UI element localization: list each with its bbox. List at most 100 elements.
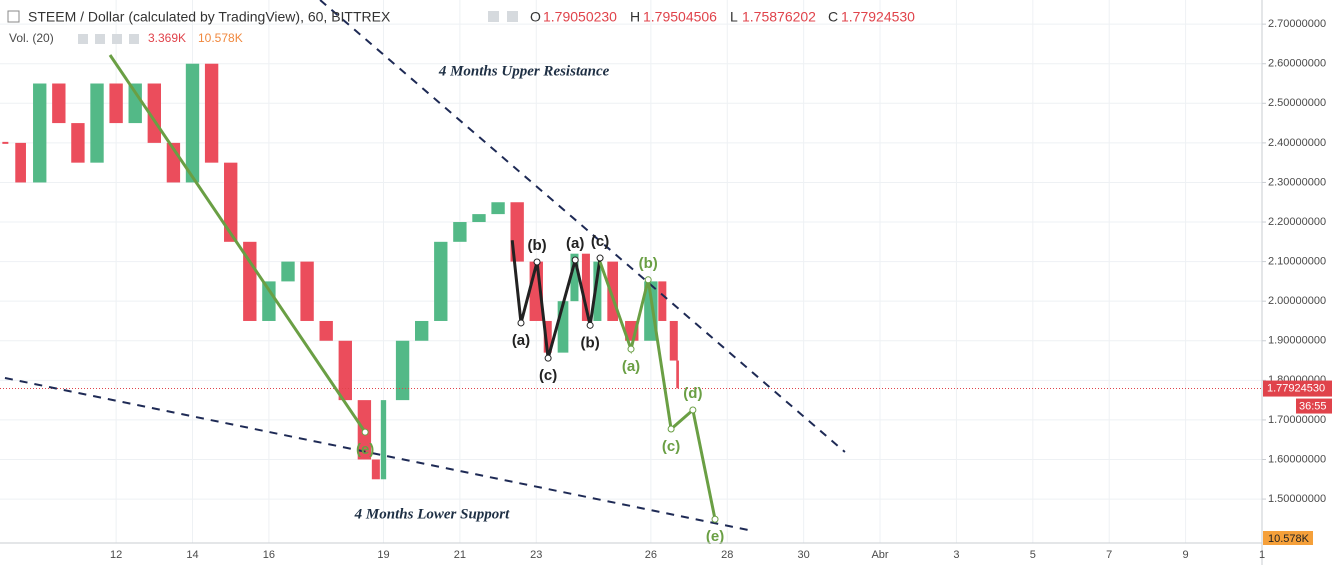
x-tick-label: 30 <box>798 549 810 561</box>
candle <box>71 123 85 163</box>
trend-line <box>598 261 717 520</box>
wave-label: (a) <box>622 358 640 375</box>
y-tick-label: 1.70000000 <box>1268 414 1326 426</box>
low-label: L <box>730 9 738 25</box>
wave-label: (c) <box>662 438 680 455</box>
candle <box>224 162 238 242</box>
x-tick-label: 16 <box>263 549 275 561</box>
wave-point <box>586 321 594 329</box>
wave-label: (e) <box>706 528 724 545</box>
x-tick-label: 26 <box>645 549 657 561</box>
x-tick-label: 28 <box>721 549 733 561</box>
volume-label: Vol. (20) <box>9 31 54 45</box>
candle <box>581 253 590 321</box>
volume-axis-label: 10.578K <box>1268 533 1310 545</box>
candle <box>557 301 569 353</box>
candle <box>658 281 667 321</box>
candle <box>300 261 314 321</box>
candle <box>380 400 387 480</box>
wave-point <box>517 319 525 327</box>
candle <box>243 241 257 321</box>
y-tick-label: 2.20000000 <box>1268 216 1326 228</box>
y-tick-label: 2.10000000 <box>1268 256 1326 268</box>
candle <box>472 214 486 223</box>
wave-label: (b) <box>581 334 600 351</box>
wave-label: (c) <box>539 367 557 384</box>
candle <box>319 320 333 341</box>
x-tick-label: 23 <box>530 549 542 561</box>
trend-line <box>4 376 749 531</box>
high-label: H <box>630 9 640 25</box>
candle <box>491 202 505 215</box>
candle <box>262 281 276 321</box>
wave-point <box>544 354 552 362</box>
settings-icon[interactable] <box>488 11 499 22</box>
x-tick-label: 21 <box>454 549 466 561</box>
wave-label: (e) <box>356 441 374 458</box>
volume-value: 3.369K <box>148 31 186 45</box>
candle <box>338 340 352 401</box>
vol-icon[interactable] <box>95 34 105 44</box>
volume-axis-box <box>1263 531 1313 545</box>
close-icon[interactable] <box>507 11 518 22</box>
wave-point <box>667 425 675 433</box>
x-tick-label: 1 <box>1259 549 1265 561</box>
vol-icon[interactable] <box>129 34 139 44</box>
wave-label: (d) <box>683 385 702 402</box>
wave-label: (a) <box>512 332 530 349</box>
wave-point <box>571 256 579 264</box>
x-tick-label: 7 <box>1106 549 1112 561</box>
wave-label: (b) <box>639 255 658 272</box>
last-price-label: 1.77924530 <box>1267 382 1325 394</box>
candle <box>90 83 104 163</box>
candle <box>204 63 219 163</box>
x-tick-label: 12 <box>110 549 122 561</box>
open-label: O <box>530 9 541 25</box>
vol-icon[interactable] <box>78 34 88 44</box>
x-tick-label: 9 <box>1183 549 1189 561</box>
trend-line <box>319 0 846 453</box>
y-tick-label: 2.50000000 <box>1268 97 1326 109</box>
y-tick-label: 2.40000000 <box>1268 137 1326 149</box>
close-label: C <box>828 9 838 25</box>
y-tick-label: 1.90000000 <box>1268 335 1326 347</box>
wave-point <box>689 406 697 414</box>
close-value: 1.77924530 <box>841 9 915 25</box>
candle <box>128 83 142 124</box>
candle <box>33 83 47 183</box>
candle <box>185 63 200 183</box>
x-tick-label: 19 <box>377 549 389 561</box>
candle <box>109 83 123 124</box>
candle <box>371 459 380 480</box>
plot: (e) (a) (b) (c) (a) (b) (c) (a) (b) (c) (d) (e) 4 Mo… <box>0 0 1262 545</box>
annotation: 4 Months Upper Resistance <box>438 63 610 79</box>
grid <box>0 0 1263 543</box>
candle <box>669 320 678 361</box>
candle <box>543 320 552 353</box>
candle <box>415 320 429 341</box>
wave-label: (b) <box>527 237 546 254</box>
high-value: 1.79504506 <box>643 9 717 25</box>
y-tick-label: 2.30000000 <box>1268 176 1326 188</box>
y-tick-label: 2.00000000 <box>1268 295 1326 307</box>
y-tick-label: 1.60000000 <box>1268 453 1326 465</box>
candle <box>570 253 579 302</box>
wave-label: (a) <box>566 235 584 252</box>
countdown: 36:55 <box>1299 400 1327 412</box>
wave-point <box>627 345 635 353</box>
candle <box>15 142 26 183</box>
x-tick-label: 5 <box>1030 549 1036 561</box>
vol-icon[interactable] <box>112 34 122 44</box>
x-tick-label: 14 <box>186 549 198 561</box>
collapse-icon[interactable] <box>7 10 20 23</box>
trend-line <box>108 54 367 434</box>
wave-point <box>361 428 369 436</box>
candle <box>607 261 619 321</box>
y-tick-label: 2.70000000 <box>1268 18 1326 30</box>
x-tick-label: Abr <box>871 549 888 561</box>
symbol: STEEM / Dollar (calculated by TradingVie… <box>28 9 391 25</box>
volume-ma-value: 10.578K <box>198 31 243 45</box>
candle <box>281 261 295 282</box>
wave-point <box>533 258 541 266</box>
